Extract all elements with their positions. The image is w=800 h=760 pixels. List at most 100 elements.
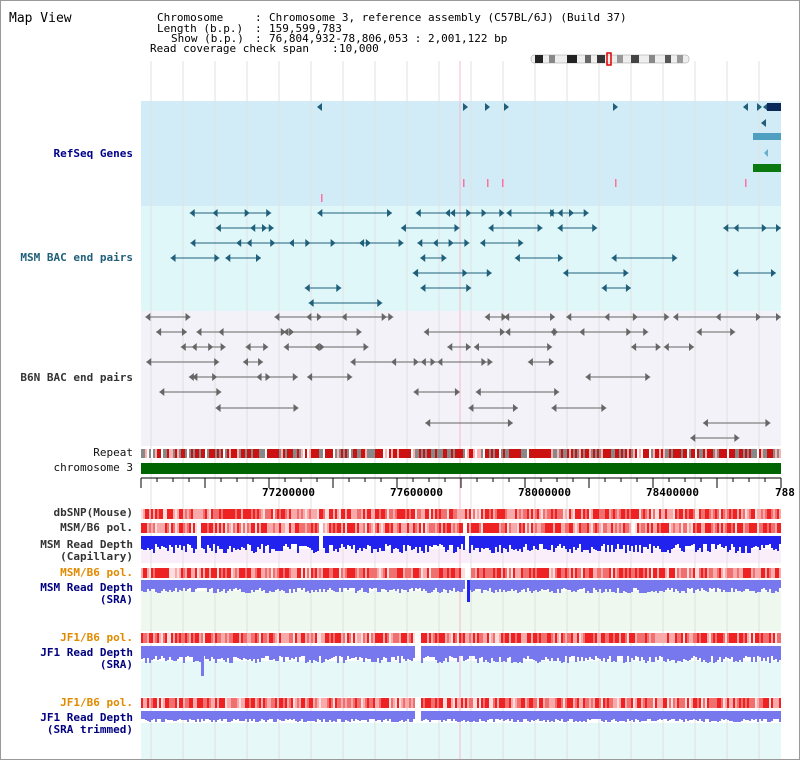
depth-mark <box>173 646 175 661</box>
depth-mark <box>275 646 277 661</box>
depth-mark <box>249 711 251 719</box>
polymorphism-mark <box>273 509 275 519</box>
polymorphism-mark <box>465 633 467 643</box>
polymorphism-mark <box>697 698 699 708</box>
repeat-mark <box>735 449 737 458</box>
depth-mark <box>611 536 613 545</box>
polymorphism-mark <box>259 633 261 643</box>
polymorphism-mark <box>445 633 447 643</box>
polymorphism-mark <box>615 568 617 578</box>
repeat-mark <box>483 449 485 458</box>
depth-mark <box>211 711 213 722</box>
depth-mark <box>217 646 219 659</box>
depth-mark <box>699 646 701 658</box>
depth-mark <box>553 536 555 552</box>
polymorphism-mark <box>165 523 167 533</box>
repeat-mark <box>323 449 325 458</box>
depth-mark <box>503 580 505 590</box>
depth-mark <box>761 646 763 661</box>
bac-end <box>465 343 471 351</box>
depth-mark <box>259 646 261 662</box>
repeat-mark <box>565 449 567 458</box>
repeat-mark <box>329 449 331 458</box>
polymorphism-mark <box>425 633 427 643</box>
depth-mark <box>525 580 527 592</box>
depth-mark <box>755 580 757 593</box>
polymorphism-mark <box>303 509 305 519</box>
depth-mark <box>369 711 371 719</box>
polymorphism-mark <box>567 509 569 519</box>
polymorphism-mark <box>669 568 671 578</box>
polymorphism-mark <box>449 633 451 643</box>
depth-mark <box>591 536 593 547</box>
bac-end <box>765 419 771 427</box>
repeat-mark <box>635 449 637 458</box>
polymorphism-mark <box>255 698 257 708</box>
bac-end <box>481 209 487 217</box>
polymorphism-mark <box>555 633 557 643</box>
depth-mark <box>547 536 549 550</box>
polymorphism-mark <box>745 523 747 533</box>
depth-mark <box>253 580 255 592</box>
depth-mark <box>631 536 633 546</box>
repeat-mark <box>417 449 419 458</box>
polymorphism-mark <box>627 698 629 708</box>
polymorphism-mark <box>393 698 395 708</box>
depth-mark <box>479 536 481 552</box>
polymorphism-mark <box>229 698 231 708</box>
depth-mark <box>319 580 321 589</box>
depth-mark <box>233 646 235 657</box>
repeat-mark <box>681 449 683 458</box>
polymorphism-mark <box>757 633 759 643</box>
polymorphism-mark <box>323 633 325 643</box>
depth-mark <box>711 536 713 544</box>
bac-end <box>413 388 419 396</box>
polymorphism-mark <box>397 568 399 578</box>
polymorphism-mark <box>407 633 409 643</box>
depth-mark <box>615 646 617 662</box>
depth-mark <box>461 580 463 592</box>
polymorphism-mark <box>527 633 529 643</box>
repeat-mark <box>641 449 643 458</box>
depth-mark <box>255 711 257 722</box>
polymorphism-mark <box>265 633 267 643</box>
polymorphism-mark <box>187 698 189 708</box>
depth-mark <box>357 536 359 550</box>
depth-mark <box>463 580 465 589</box>
polymorphism-mark <box>629 568 631 578</box>
polymorphism-mark <box>475 568 477 578</box>
polymorphism-mark <box>343 568 345 578</box>
depth-mark <box>299 711 301 721</box>
depth-mark <box>543 711 545 720</box>
polymorphism-mark <box>689 568 691 578</box>
polymorphism-mark <box>281 509 283 519</box>
polymorphism-mark <box>203 509 205 519</box>
polymorphism-mark <box>345 568 347 578</box>
repeat-mark <box>173 449 175 458</box>
polymorphism-mark <box>659 698 661 708</box>
depth-mark <box>551 536 553 545</box>
depth-mark <box>585 711 587 722</box>
depth-mark <box>559 646 561 661</box>
polymorphism-mark <box>169 698 171 708</box>
polymorphism-mark <box>243 568 245 578</box>
polymorphism-mark <box>585 509 587 519</box>
polymorphism-mark <box>625 633 627 643</box>
polymorphism-mark <box>355 509 357 519</box>
polymorphism-mark <box>233 698 235 708</box>
depth-mark <box>459 536 461 549</box>
polymorphism-mark <box>333 698 335 708</box>
polymorphism-mark <box>387 633 389 643</box>
polymorphism-mark <box>311 698 313 708</box>
polymorphism-mark <box>643 568 645 578</box>
polymorphism-mark <box>509 698 511 708</box>
depth-mark <box>309 711 311 721</box>
repeat-mark <box>759 449 761 458</box>
polymorphism-mark <box>155 523 157 533</box>
polymorphism-mark <box>211 633 213 643</box>
polymorphism-mark <box>471 633 473 643</box>
depth-mark <box>221 536 223 549</box>
repeat-mark <box>607 449 609 458</box>
track-label-chromosome: chromosome 3 <box>53 461 133 474</box>
